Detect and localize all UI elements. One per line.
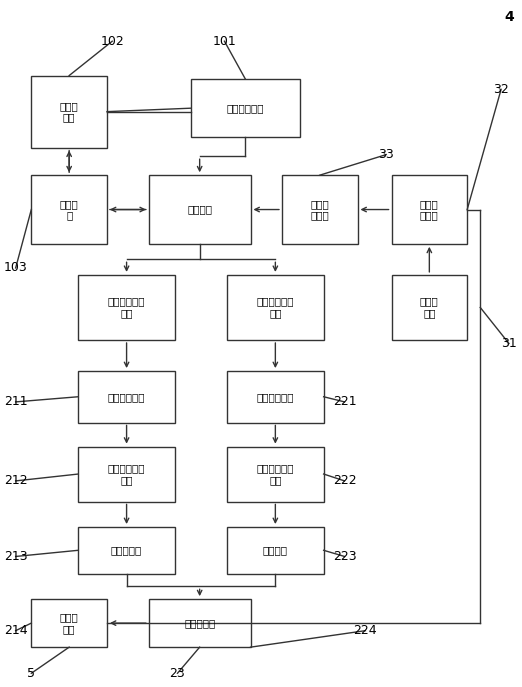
Text: 222: 222 <box>333 475 357 487</box>
Text: 23: 23 <box>170 667 185 679</box>
Text: 动态高速电机: 动态高速电机 <box>257 392 294 402</box>
Text: 信号采
集单元: 信号采 集单元 <box>420 199 438 221</box>
Text: 第二螺旋进给
机构: 第二螺旋进给 机构 <box>257 463 294 485</box>
Bar <box>78 447 175 502</box>
Text: 31: 31 <box>501 337 517 350</box>
Text: 101: 101 <box>212 35 236 47</box>
Text: 线性稳压电源: 线性稳压电源 <box>227 103 264 113</box>
Text: 103: 103 <box>4 262 28 274</box>
Bar <box>78 371 175 423</box>
Bar <box>282 175 358 244</box>
Text: 待测传
感器: 待测传 感器 <box>60 612 78 634</box>
Bar <box>191 79 300 137</box>
Text: 223: 223 <box>333 550 357 563</box>
Text: 214: 214 <box>4 624 28 637</box>
Bar <box>392 275 467 340</box>
Bar <box>31 175 107 244</box>
Text: 上位机
单元: 上位机 单元 <box>60 101 78 122</box>
Text: 静态步进电机: 静态步进电机 <box>108 392 145 402</box>
Text: 213: 213 <box>4 550 28 563</box>
Text: 33: 33 <box>378 148 394 161</box>
Text: 第一螺旋进给
机构: 第一螺旋进给 机构 <box>108 463 145 485</box>
Bar <box>78 275 175 340</box>
Text: 32: 32 <box>493 83 509 95</box>
Text: 102: 102 <box>100 35 124 47</box>
Bar <box>149 599 251 647</box>
Text: 静态压力驱动
单元: 静态压力驱动 单元 <box>108 297 145 318</box>
Bar <box>227 447 324 502</box>
Text: 224: 224 <box>353 624 377 637</box>
Text: 液囊装置: 液囊装置 <box>263 545 288 555</box>
Text: 221: 221 <box>333 396 357 408</box>
Text: 主控单元: 主控单元 <box>187 205 212 214</box>
Bar <box>31 599 107 647</box>
Bar <box>227 527 324 574</box>
Text: 212: 212 <box>4 475 28 487</box>
Text: 211: 211 <box>4 396 28 408</box>
Text: 传感器
单元: 传感器 单元 <box>420 297 438 318</box>
Text: 通讯单
元: 通讯单 元 <box>60 199 78 221</box>
Bar <box>31 76 107 148</box>
Text: 模数转
换单元: 模数转 换单元 <box>311 199 329 221</box>
Bar <box>227 371 324 423</box>
Bar <box>149 175 251 244</box>
Text: 5: 5 <box>27 667 35 679</box>
Text: 液压模拟腔: 液压模拟腔 <box>184 618 215 628</box>
Bar <box>227 275 324 340</box>
Text: 注射器装置: 注射器装置 <box>111 545 142 555</box>
Bar <box>392 175 467 244</box>
Bar <box>78 527 175 574</box>
Text: 动态压力驱动
单元: 动态压力驱动 单元 <box>257 297 294 318</box>
Text: 4: 4 <box>504 10 514 24</box>
